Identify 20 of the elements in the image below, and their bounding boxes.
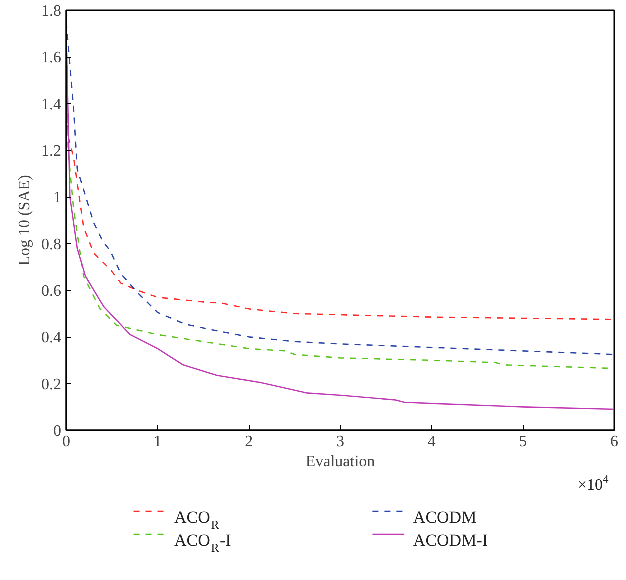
y-tick-label: 0.8 (42, 236, 62, 254)
x-tick-label: 4 (428, 434, 436, 450)
legend-label: ACODM (413, 508, 477, 527)
x-tick-label: 6 (610, 434, 618, 450)
y-tick-label: 1 (54, 190, 62, 207)
y-tick-label: 1.6 (42, 50, 62, 67)
y-tick-label: 0.6 (42, 283, 62, 300)
legend-label: ACODM-I (413, 531, 488, 550)
y-tick-label: 1.2 (42, 143, 62, 160)
y-tick-label: 1.8 (42, 3, 62, 20)
y-axis-title: Log 10 (SAE) (16, 175, 34, 266)
x-axis-title: Evaluation (306, 454, 376, 470)
x-tick-label: 3 (336, 434, 344, 450)
x-tick-label: 2 (245, 434, 254, 450)
x-tick-label: 5 (519, 434, 528, 450)
y-tick-label: 0.4 (42, 330, 62, 347)
y-tick-label: 0 (54, 423, 62, 440)
x-tick-label: 1 (154, 434, 162, 450)
y-tick-label: 1.4 (42, 96, 62, 114)
y-tick-label: 0.2 (42, 376, 62, 394)
